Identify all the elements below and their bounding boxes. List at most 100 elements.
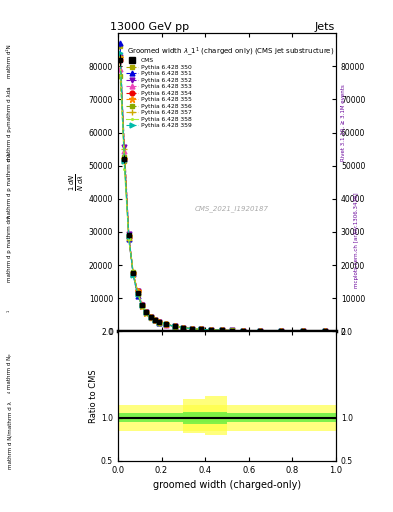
Pythia 6.428 352 [148,314,153,320]
Pythia 6.428 353 [323,328,327,334]
Pythia 6.428 352 [323,328,327,334]
Pythia 6.428 358 [208,327,213,333]
Pythia 6.428 351 [157,319,162,326]
Pythia 6.428 358 [230,328,235,334]
Text: mathrm d pₚmathrm d λda: mathrm d pₚmathrm d λda [7,87,12,161]
Pythia 6.428 355 [198,326,203,332]
Pythia 6.428 355 [144,309,149,315]
Pythia 6.428 354 [152,317,157,324]
Pythia 6.428 359 [148,314,153,320]
Pythia 6.428 350 [208,327,213,333]
Pythia 6.428 359 [301,328,306,334]
Text: mathrm d²N: mathrm d²N [7,45,12,78]
Pythia 6.428 359 [323,328,327,334]
Pythia 6.428 352 [219,327,224,333]
Pythia 6.428 351 [219,327,224,333]
Pythia 6.428 354 [241,328,246,334]
Pythia 6.428 350 [118,43,123,49]
Pythia 6.428 352 [257,328,262,334]
Pythia 6.428 353 [127,233,131,239]
Pythia 6.428 350 [157,319,162,325]
Pythia 6.428 351 [323,328,327,334]
Text: mcplots.cern.ch [arXiv:1306.3436]: mcplots.cern.ch [arXiv:1306.3436] [354,193,359,288]
Pythia 6.428 351 [135,293,140,299]
Pythia 6.428 357 [181,325,186,331]
Text: mathrm d p mathrm d λ: mathrm d p mathrm d λ [7,153,12,220]
Pythia 6.428 355 [181,325,186,331]
Pythia 6.428 357 [301,328,306,334]
Pythia 6.428 352 [140,302,144,308]
Pythia 6.428 352 [157,319,162,326]
Pythia 6.428 358 [118,56,123,62]
Pythia 6.428 353 [135,288,140,294]
Pythia 6.428 356 [172,324,177,330]
Pythia 6.428 350 [127,232,131,238]
Pythia 6.428 354 [190,326,195,332]
Pythia 6.428 351 [144,309,149,315]
Pythia 6.428 358 [148,314,153,321]
Pythia 6.428 350 [279,328,284,334]
Text: CMS_2021_I1920187: CMS_2021_I1920187 [194,206,268,212]
Pythia 6.428 353 [140,301,144,307]
X-axis label: groomed width (charged-only): groomed width (charged-only) [153,480,301,490]
Pythia 6.428 358 [163,322,168,328]
Line: Pythia 6.428 359: Pythia 6.428 359 [118,51,327,334]
Pythia 6.428 351 [131,271,136,277]
Pythia 6.428 354 [257,328,262,334]
Pythia 6.428 356 [241,328,246,334]
Line: Pythia 6.428 358: Pythia 6.428 358 [118,57,327,333]
Pythia 6.428 357 [127,237,131,243]
Pythia 6.428 359 [135,290,140,296]
Pythia 6.428 352 [190,326,195,332]
Pythia 6.428 350 [323,328,327,334]
Pythia 6.428 351 [190,326,195,332]
Pythia 6.428 358 [323,328,327,334]
Pythia 6.428 359 [172,323,177,329]
Pythia 6.428 359 [131,272,136,279]
Pythia 6.428 357 [148,314,153,321]
Pythia 6.428 352 [122,144,127,151]
Pythia 6.428 357 [257,328,262,334]
Pythia 6.428 358 [181,325,186,331]
Pythia 6.428 354 [208,327,213,333]
Pythia 6.428 351 [208,327,213,333]
Pythia 6.428 351 [152,316,157,323]
Pythia 6.428 356 [157,319,162,326]
Pythia 6.428 358 [172,323,177,329]
Pythia 6.428 357 [219,327,224,333]
Pythia 6.428 350 [301,328,306,334]
Pythia 6.428 351 [140,302,144,308]
Pythia 6.428 356 [148,314,153,321]
Pythia 6.428 352 [127,231,131,238]
Pythia 6.428 358 [190,326,195,332]
Text: Rivet 3.1.10, ≥ 3.1M events: Rivet 3.1.10, ≥ 3.1M events [341,84,346,161]
Pythia 6.428 355 [279,328,284,334]
Pythia 6.428 357 [208,327,213,333]
Pythia 6.428 358 [198,326,203,332]
Pythia 6.428 359 [279,328,284,334]
Pythia 6.428 359 [230,328,235,334]
Pythia 6.428 355 [122,156,127,162]
Pythia 6.428 351 [122,156,127,162]
Pythia 6.428 357 [118,53,123,59]
Text: ₄ mathrm d Nₚ: ₄ mathrm d Nₚ [7,353,12,393]
Pythia 6.428 352 [131,271,136,278]
Pythia 6.428 352 [208,327,213,333]
Pythia 6.428 355 [157,319,162,326]
Pythia 6.428 356 [208,327,213,333]
Pythia 6.428 351 [230,328,235,334]
Pythia 6.428 359 [152,317,157,323]
Pythia 6.428 352 [144,309,149,315]
Pythia 6.428 350 [152,316,157,323]
Pythia 6.428 350 [172,323,177,329]
Pythia 6.428 358 [152,316,157,323]
Pythia 6.428 352 [279,328,284,334]
Pythia 6.428 355 [140,303,144,309]
Pythia 6.428 356 [163,322,168,328]
Pythia 6.428 352 [230,327,235,333]
Pythia 6.428 351 [181,325,186,331]
Line: Pythia 6.428 357: Pythia 6.428 357 [117,53,328,334]
Pythia 6.428 354 [118,57,123,63]
Pythia 6.428 355 [241,328,246,334]
Pythia 6.428 356 [198,326,203,332]
